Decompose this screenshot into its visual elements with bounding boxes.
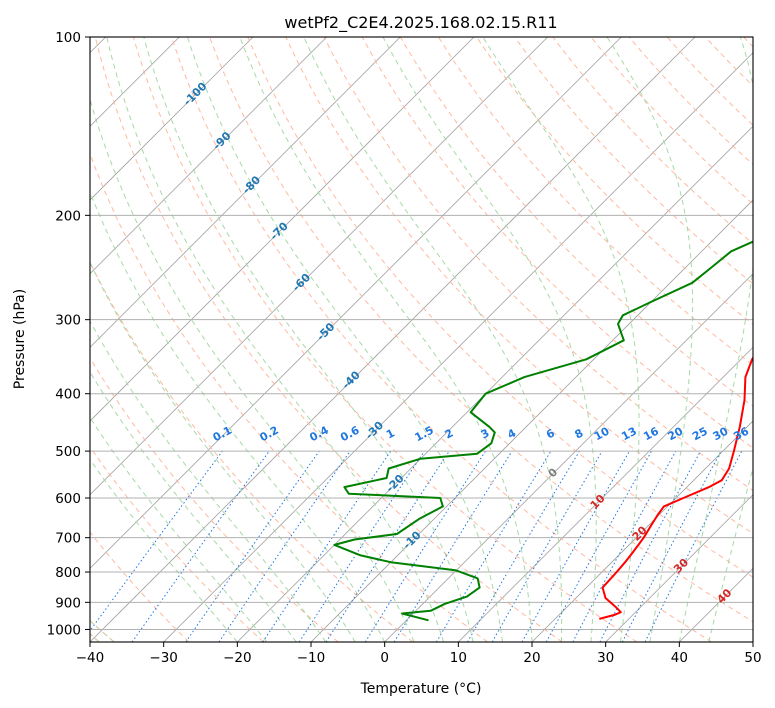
x-tick-label: 40 <box>671 650 688 666</box>
dry-adiabat <box>247 37 753 578</box>
y-tick-label: 700 <box>55 531 81 547</box>
plot-frame <box>89 36 754 643</box>
y-tick-label: 400 <box>55 387 81 403</box>
x-tick-label: 0 <box>380 650 389 666</box>
mixing-ratio-label: 20 <box>666 424 686 443</box>
moist-adiabat <box>382 37 597 642</box>
dry-adiabat <box>90 152 488 642</box>
dry-adiabat <box>476 37 753 325</box>
mixing-ratio-line <box>644 450 743 642</box>
dewpoint-profile <box>333 240 753 622</box>
dry-adiabat <box>171 37 712 642</box>
mixing-ratio-line <box>572 450 677 642</box>
moist-adiabat <box>187 37 503 642</box>
mixing-ratio-line <box>90 450 223 632</box>
dry-adiabat <box>399 37 753 407</box>
dry-adiabat <box>590 37 753 205</box>
mixing-ratio-label: 25 <box>690 425 710 444</box>
dry-adiabat <box>90 260 414 642</box>
isotherm-line <box>605 494 753 642</box>
isotherm-line <box>90 37 254 201</box>
dry-adiabat <box>552 37 753 245</box>
dry-adiabat <box>285 37 753 535</box>
moist-adiabat <box>90 458 238 642</box>
mixing-ratio-label: 16 <box>641 424 661 443</box>
x-tick-label: −10 <box>297 650 326 666</box>
isotherm-line <box>90 37 475 422</box>
y-tick-label: 900 <box>55 595 81 611</box>
dry-adiabat <box>361 37 753 449</box>
x-axis-label: Temperature (°C) <box>360 681 482 697</box>
dry-adiabat <box>209 37 753 623</box>
mixing-ratio-line <box>545 450 653 642</box>
isotherm-line <box>531 420 753 642</box>
isotherm-line <box>90 37 327 275</box>
isotherm-line <box>90 37 696 642</box>
x-tick-label: −20 <box>223 650 252 666</box>
moist-adiabat <box>482 37 640 642</box>
x-tick-label: 10 <box>450 650 467 666</box>
mixing-ratio-label: 13 <box>619 425 639 444</box>
y-tick-label: 1000 <box>47 622 81 638</box>
isotherm-line <box>384 273 753 642</box>
moist-adiabat <box>90 416 268 642</box>
moist-adiabat <box>239 37 533 642</box>
isotherm-line <box>90 37 401 348</box>
isotherm-line <box>237 125 753 642</box>
isotherm-line <box>163 52 753 642</box>
y-tick-label: 800 <box>55 565 81 581</box>
moist-adiabat <box>143 37 474 642</box>
mixing-ratio-label: 10 <box>592 424 612 443</box>
mixing-ratio-label: 30 <box>711 424 731 443</box>
y-tick-label: 600 <box>55 491 81 507</box>
temperature-profile <box>599 356 753 620</box>
moist-adiabat <box>106 37 445 642</box>
mixing-ratio-line <box>218 450 351 642</box>
mixing-ratio-label: 36 <box>731 424 751 443</box>
mixing-ratio-line <box>185 450 320 642</box>
moist-adiabat <box>90 370 297 642</box>
dry-adiabat <box>437 37 753 366</box>
isotherm-line <box>458 346 753 642</box>
dry-adiabat <box>132 37 638 642</box>
y-tick-label: 300 <box>55 313 81 329</box>
x-tick-label: 30 <box>597 650 614 666</box>
x-tick-label: 20 <box>523 650 540 666</box>
mixing-ratio-line <box>393 450 513 642</box>
chart-title: wetPf2_C2E4.2025.168.02.15.R11 <box>284 13 557 33</box>
mixing-ratio-line <box>298 450 425 642</box>
isotherm-line <box>90 37 622 569</box>
dry-adiabat <box>514 37 753 285</box>
moist-adiabat <box>606 37 694 642</box>
isotherm-line <box>90 37 548 496</box>
x-tick-label: −30 <box>149 650 178 666</box>
dry-adiabat <box>323 37 753 491</box>
moist-adiabat <box>303 37 563 642</box>
y-tick-label: 100 <box>55 30 81 46</box>
y-tick-label: 200 <box>55 208 81 224</box>
mixing-ratio-line <box>521 450 630 642</box>
x-tick-label: 50 <box>744 650 761 666</box>
y-axis-label: Pressure (hPa) <box>12 289 28 389</box>
moist-adiabat <box>90 190 386 642</box>
mixing-ratio-line <box>131 450 270 642</box>
moist-adiabat <box>90 261 356 642</box>
moist-adiabat <box>90 97 415 642</box>
mixing-ratio-line <box>325 450 450 642</box>
dry-adiabat <box>90 356 339 642</box>
dry-adiabat <box>90 531 190 642</box>
y-tick-label: 500 <box>55 444 81 460</box>
x-tick-label: −40 <box>76 650 105 666</box>
